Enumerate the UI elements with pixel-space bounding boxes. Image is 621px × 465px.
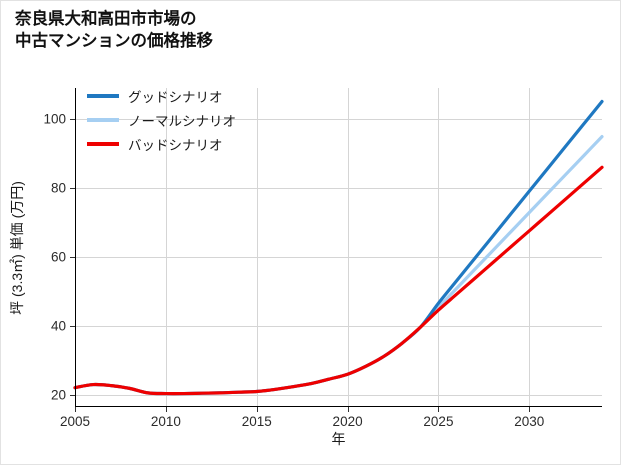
grid-line-vertical xyxy=(438,88,440,407)
grid-line-vertical xyxy=(529,88,531,407)
x-tick-label: 2015 xyxy=(241,414,272,429)
x-tick xyxy=(256,407,258,412)
grid-line-vertical xyxy=(347,88,349,407)
grid-line-horizontal xyxy=(75,119,602,121)
legend-swatch-2 xyxy=(87,142,119,146)
x-tick xyxy=(75,407,76,412)
y-axis-line xyxy=(75,88,76,407)
x-tick xyxy=(347,407,349,412)
y-tick xyxy=(70,325,75,327)
grid-line-horizontal xyxy=(75,394,602,396)
x-tick xyxy=(438,407,440,412)
grid-line-horizontal xyxy=(75,188,602,189)
series-line-1 xyxy=(73,135,604,396)
y-axis-title-text: 坪 (3.3㎡) 単価 (万円) xyxy=(9,180,25,315)
y-tick-label: 100 xyxy=(43,111,66,127)
x-tick-label: 2030 xyxy=(514,414,545,429)
x-tick-label: 2010 xyxy=(150,414,181,429)
series-lines xyxy=(73,99,604,396)
legend-swatch-1 xyxy=(87,118,119,122)
legend-item-1[interactable]: ノーマルシナリオ xyxy=(87,113,236,129)
chart-legend: グッドシナリオ ノーマルシナリオ バッドシナリオ xyxy=(87,89,236,153)
x-axis-title: 年 xyxy=(331,431,346,447)
y-tick-label: 80 xyxy=(50,180,66,196)
x-tick xyxy=(165,407,167,412)
grid-line-vertical xyxy=(165,88,167,407)
series-line-2 xyxy=(73,165,604,396)
x-tick-label: 2025 xyxy=(423,414,454,429)
y-tick xyxy=(70,188,75,189)
legend-label-2: バッドシナリオ xyxy=(128,138,223,153)
legend-item-2[interactable]: バッドシナリオ xyxy=(87,137,236,153)
x-tick-label: 2020 xyxy=(332,414,363,429)
chart-title: 奈良県大和高田市市場の 中古マンションの価格推移 xyxy=(15,10,213,50)
x-tick-label: 2005 xyxy=(59,414,91,429)
legend-label-0: グッドシナリオ xyxy=(128,90,223,105)
plot-area: 20 40 60 80 100 2005 2010 2015 2020 2025 2030 xyxy=(43,88,604,429)
y-tick xyxy=(70,394,75,396)
y-tick-label: 60 xyxy=(50,249,66,265)
y-axis-title: 坪 (3.3㎡) 単価 (万円) xyxy=(7,88,27,407)
x-axis-line xyxy=(75,406,602,407)
legend-label-1: ノーマルシナリオ xyxy=(128,114,236,129)
y-tick xyxy=(70,119,75,121)
grid-line-vertical xyxy=(256,88,258,407)
legend-item-0[interactable]: グッドシナリオ xyxy=(87,89,236,105)
x-tick xyxy=(529,407,531,412)
grid-line-horizontal xyxy=(75,256,602,258)
legend-swatch-0 xyxy=(87,94,119,98)
y-tick-label: 40 xyxy=(50,318,66,334)
y-tick xyxy=(70,256,75,258)
y-tick-label: 20 xyxy=(50,387,66,403)
grid-line-horizontal xyxy=(75,325,602,327)
